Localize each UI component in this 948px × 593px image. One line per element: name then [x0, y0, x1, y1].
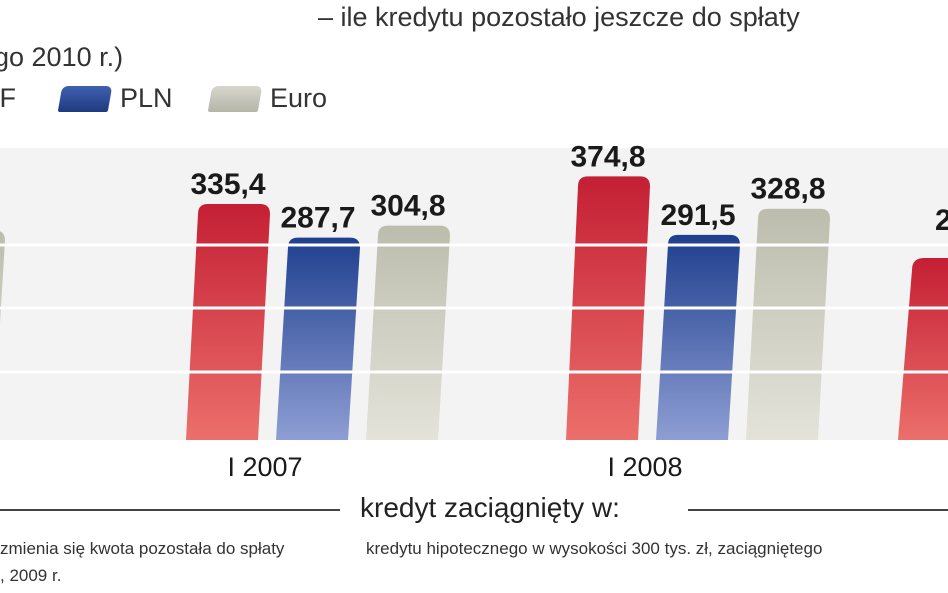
legend-label-pln: PLN	[120, 83, 173, 113]
divider-line-right	[688, 509, 948, 511]
bar-euro-0	[0, 231, 5, 324]
bar-euro-1	[366, 225, 450, 440]
data-label-pln-1: 287,7	[280, 202, 355, 235]
data-label-euro-1: 304,8	[370, 190, 445, 223]
divider-line-left	[0, 509, 340, 511]
data-label-hf-3: 29	[935, 204, 948, 237]
bar-pln-2	[656, 234, 740, 440]
footnote-line1a: zmienia się kwota pozostała do spłaty	[0, 539, 285, 558]
legend-item-hf: HF	[0, 83, 16, 114]
chart-title-line1: – ile kredytu pozostało jeszcze do spłat…	[318, 2, 800, 32]
bar-euro-2	[746, 208, 830, 440]
bar-pln-1	[276, 237, 360, 440]
x-tick-label-1: I 2007	[227, 452, 302, 482]
legend-item-pln: PLN	[57, 83, 173, 114]
footnote-line2: , 2009 r.	[0, 566, 62, 585]
legend-label-euro: Euro	[270, 83, 328, 113]
x-tick-label-2: I 2008	[607, 452, 682, 482]
data-label-hf-1: 335,4	[190, 168, 265, 201]
footnote-line1b: kredytu hipotecznego w wysokości 300 tys…	[366, 539, 823, 558]
chart-title-line2: go 2010 r.)	[0, 42, 124, 72]
data-label-euro-2: 328,8	[750, 173, 825, 206]
bar-hf-1	[186, 204, 270, 440]
data-label-hf-2: 374,8	[570, 140, 645, 173]
data-label-pln-2: 291,5	[660, 199, 735, 232]
bar-hf-3-cropped	[898, 258, 948, 440]
legend-label-hf: HF	[0, 83, 16, 113]
legend-item-euro: Euro	[207, 83, 328, 114]
data-label-euro-0: 297,9	[0, 194, 1, 227]
divider-label: kredyt zaciągnięty w:	[360, 492, 620, 523]
